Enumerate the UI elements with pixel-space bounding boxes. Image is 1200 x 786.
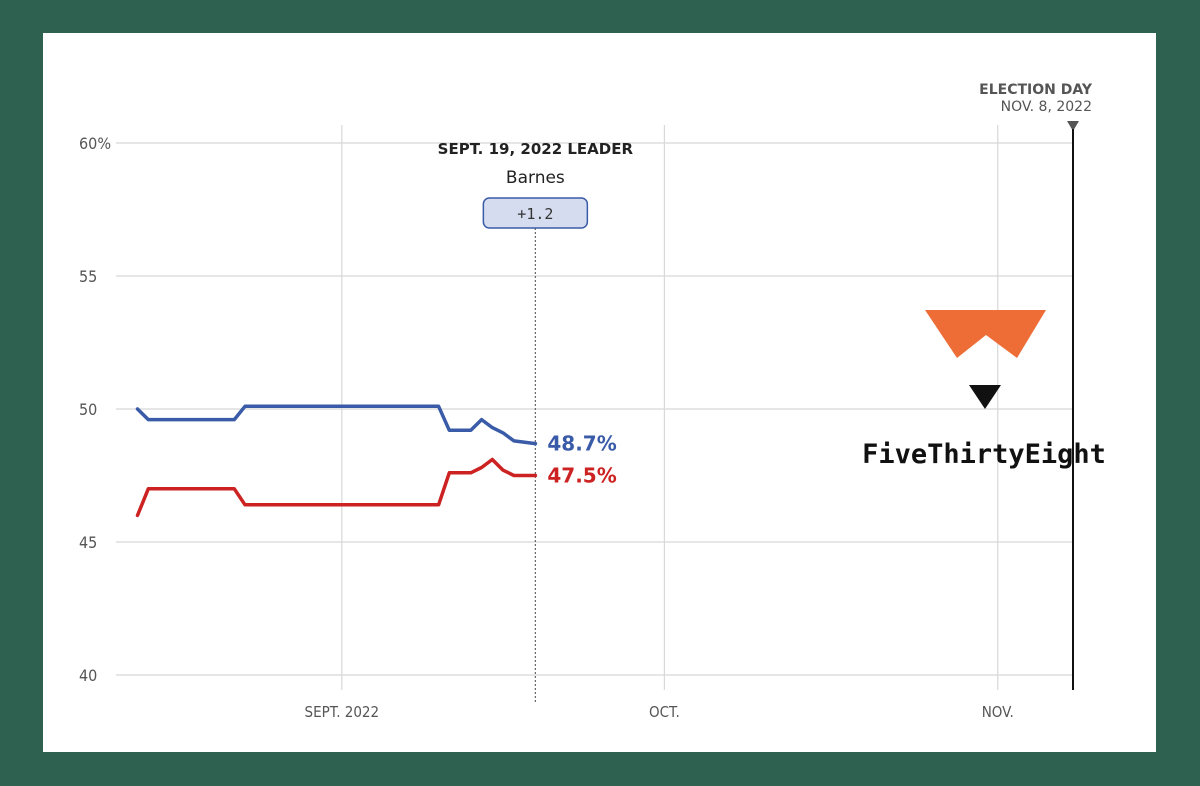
x-tick-label: SEPT. 2022 bbox=[305, 703, 380, 721]
series-line bbox=[135, 457, 538, 518]
election-day-marker: ELECTION DAY NOV. 8, 2022 bbox=[979, 82, 1093, 690]
y-tick-label: 55 bbox=[79, 267, 97, 286]
series-lines bbox=[135, 404, 538, 518]
election-day-date: NOV. 8, 2022 bbox=[1001, 99, 1092, 115]
y-tick-label: 40 bbox=[79, 666, 97, 685]
fivethirtyeight-logo: FiveThirtyEight bbox=[862, 310, 1106, 470]
x-axis: SEPT. 2022 OCT. NOV. bbox=[305, 703, 1014, 721]
series-end-label: 47.5% bbox=[547, 464, 616, 488]
series-end-label: 48.7% bbox=[547, 432, 616, 456]
y-tick-label: 45 bbox=[79, 533, 97, 552]
y-tick-label: 50 bbox=[79, 400, 97, 419]
logo-text: FiveThirtyEight bbox=[862, 439, 1106, 470]
chart-panel: 60% 55 50 45 40 SEPT. 2022 OCT. NOV. ELECTION … bbox=[43, 33, 1156, 752]
margin-badge bbox=[482, 197, 589, 229]
annotation-leader: Barnes bbox=[506, 168, 565, 188]
election-day-title: ELECTION DAY bbox=[979, 82, 1093, 98]
series-line bbox=[135, 404, 538, 446]
y-axis: 60% 55 50 45 40 bbox=[79, 134, 111, 685]
election-day-arrow-icon bbox=[1067, 121, 1079, 131]
logo-pointer-icon bbox=[969, 385, 1001, 409]
logo-fox-icon bbox=[925, 310, 1046, 358]
margin-value: +1.2 bbox=[517, 205, 553, 223]
series-end-labels: 48.7% 47.5% bbox=[547, 432, 616, 488]
x-tick-label: NOV. bbox=[982, 703, 1014, 721]
chart-svg: 60% 55 50 45 40 SEPT. 2022 OCT. NOV. ELECTION … bbox=[79, 82, 1106, 721]
annotation-title: SEPT. 19, 2022 LEADER bbox=[438, 140, 634, 158]
leader-annotation: SEPT. 19, 2022 LEADER Barnes +1.2 bbox=[438, 140, 634, 703]
x-tick-label: OCT. bbox=[649, 703, 680, 721]
y-tick-label: 60% bbox=[79, 134, 111, 153]
